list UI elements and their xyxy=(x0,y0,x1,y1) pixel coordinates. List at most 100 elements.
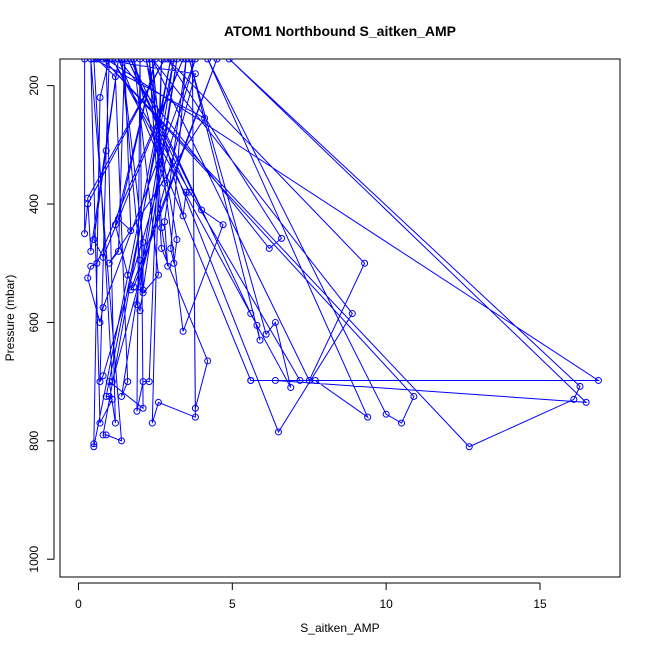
x-tick-label: 0 xyxy=(75,597,82,611)
data-point xyxy=(167,244,175,252)
data-point xyxy=(81,59,89,63)
data-point xyxy=(182,59,190,63)
data-point xyxy=(271,376,279,384)
data-point xyxy=(158,224,166,232)
data-point xyxy=(105,259,113,267)
data-point xyxy=(179,59,187,63)
data-point xyxy=(102,59,110,63)
data-point xyxy=(111,73,119,81)
data-point xyxy=(191,404,199,412)
data-point xyxy=(114,215,122,223)
data-point xyxy=(185,59,193,63)
data-point xyxy=(136,307,144,315)
data-point xyxy=(99,253,107,261)
data-point xyxy=(161,179,169,187)
data-point xyxy=(225,59,233,63)
data-point xyxy=(87,262,95,270)
data-point xyxy=(139,239,147,247)
chart-title: ATOM1 Northbound S_aitken_AMP xyxy=(224,23,456,39)
data-point xyxy=(348,310,356,318)
data-point xyxy=(102,431,110,439)
y-tick-label: 600 xyxy=(27,312,41,332)
y-tick-label: 200 xyxy=(27,75,41,95)
data-point xyxy=(136,256,144,264)
data-point xyxy=(167,59,175,63)
data-point xyxy=(274,428,282,436)
data-point xyxy=(142,59,150,63)
data-point xyxy=(198,206,206,214)
data-point xyxy=(271,318,279,326)
y-tick-label: 800 xyxy=(27,431,41,451)
data-point xyxy=(114,59,122,63)
data-point xyxy=(111,419,119,427)
data-point xyxy=(576,382,584,390)
data-point xyxy=(90,443,98,451)
data-point xyxy=(127,227,135,235)
data-point xyxy=(105,59,113,63)
data-point xyxy=(173,59,181,63)
data-point xyxy=(204,357,212,365)
data-point xyxy=(594,376,602,384)
data-point xyxy=(99,431,107,439)
data-point xyxy=(136,283,144,291)
data-point xyxy=(382,410,390,418)
data-point xyxy=(121,59,129,63)
data-point xyxy=(247,376,255,384)
data-point xyxy=(133,301,141,309)
data-point xyxy=(173,236,181,244)
data-point xyxy=(164,262,172,270)
data-point xyxy=(185,188,193,196)
data-point xyxy=(108,59,116,63)
data-point xyxy=(296,376,304,384)
data-point xyxy=(99,59,107,63)
data-point xyxy=(96,318,104,326)
axes-layer: 0 5 10 15 200 400 600 800 1000 xyxy=(27,75,547,611)
data-point xyxy=(265,244,273,252)
data-point xyxy=(105,392,113,400)
data-point xyxy=(90,236,98,244)
data-point xyxy=(127,59,135,63)
data-point xyxy=(164,59,172,63)
x-tick-label: 5 xyxy=(229,597,236,611)
data-point xyxy=(201,114,209,122)
data-point xyxy=(130,59,138,63)
data-point xyxy=(204,59,212,63)
data-point xyxy=(188,59,196,63)
data-point xyxy=(139,289,147,297)
data-point xyxy=(158,59,166,63)
data-point xyxy=(179,212,187,220)
x-tick-label: 10 xyxy=(379,597,393,611)
data-point xyxy=(364,413,372,421)
data-point xyxy=(361,259,369,267)
data-point xyxy=(182,188,190,196)
data-point xyxy=(170,259,178,267)
data-point xyxy=(170,59,178,63)
data-point xyxy=(570,395,578,403)
data-point xyxy=(151,59,159,63)
data-point xyxy=(111,221,119,229)
data-point xyxy=(84,274,92,282)
y-tick-label: 1000 xyxy=(27,546,41,573)
series-layer xyxy=(81,59,602,451)
data-point xyxy=(118,437,126,445)
data-point xyxy=(133,407,141,415)
data-point xyxy=(93,59,101,63)
data-point xyxy=(84,194,92,202)
data-point xyxy=(256,336,264,344)
data-point xyxy=(139,378,147,386)
y-axis-label: Pressure (mbar) xyxy=(3,275,17,362)
data-point xyxy=(191,413,199,421)
series-line xyxy=(84,59,601,448)
data-point xyxy=(247,310,255,318)
data-point xyxy=(219,221,227,229)
data-point xyxy=(118,59,126,63)
data-point xyxy=(148,419,156,427)
data-point xyxy=(287,384,295,392)
data-point xyxy=(127,286,135,294)
data-point xyxy=(410,392,418,400)
data-point xyxy=(124,378,132,386)
data-point xyxy=(145,59,153,63)
data-point xyxy=(191,70,199,78)
data-point xyxy=(154,398,162,406)
